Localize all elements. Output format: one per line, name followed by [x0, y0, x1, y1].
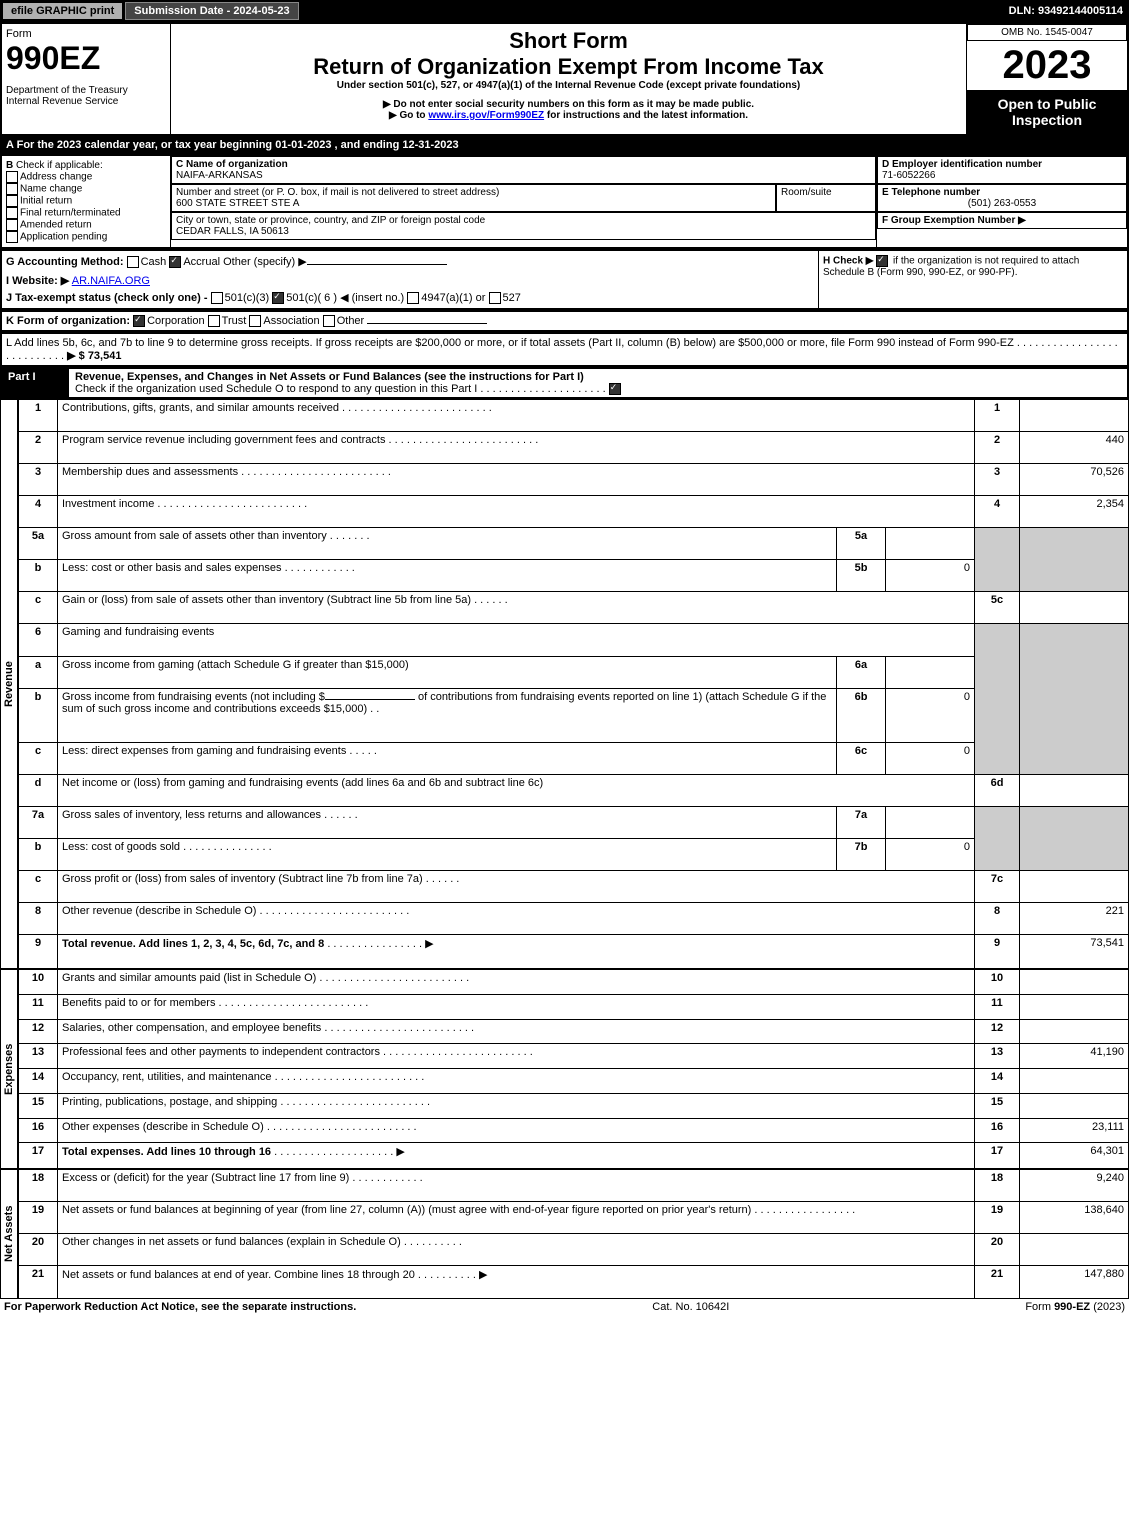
- l-row: L Add lines 5b, 6c, and 7b to line 9 to …: [0, 332, 1129, 367]
- i-label: I Website: ▶: [6, 275, 69, 287]
- opt-4947: 4947(a)(1) or: [421, 292, 485, 304]
- top-bar: efile GRAPHIC print Submission Date - 20…: [0, 0, 1129, 22]
- website-link[interactable]: AR.NAIFA.ORG: [72, 275, 150, 287]
- opt-501c: 501(c)( 6 ) ◀ (insert no.): [286, 292, 404, 304]
- chk-assoc[interactable]: [249, 315, 261, 327]
- irs-link[interactable]: www.irs.gov/Form990EZ: [428, 110, 544, 121]
- chk-527[interactable]: [489, 292, 501, 304]
- part1-header: Part I Revenue, Expenses, and Changes in…: [0, 367, 1129, 399]
- gh-row: G Accounting Method: Cash Accrual Other …: [0, 249, 1129, 310]
- chk-4947[interactable]: [407, 292, 419, 304]
- org-city: CEDAR FALLS, IA 50613: [176, 226, 289, 237]
- f-label: F Group Exemption Number ▶: [882, 215, 1026, 226]
- footer-right: Form 990-EZ (2023): [1025, 1301, 1125, 1313]
- chk-initial[interactable]: [6, 195, 18, 207]
- opt-cash: Cash: [141, 256, 167, 268]
- dept-label: Department of the Treasury Internal Reve…: [6, 85, 166, 107]
- part1-sub: Check if the organization used Schedule …: [75, 383, 477, 395]
- opt-501c3: 501(c)(3): [225, 292, 270, 304]
- chk-501c3[interactable]: [211, 292, 223, 304]
- form-code: 990EZ: [6, 40, 166, 77]
- opt-final: Final return/terminated: [20, 208, 121, 219]
- opt-527: 527: [503, 292, 521, 304]
- chk-amended[interactable]: [6, 219, 18, 231]
- b-label: Check if applicable:: [16, 160, 103, 171]
- submission-date: Submission Date - 2024-05-23: [125, 2, 298, 20]
- c-label: C Name of organization: [176, 159, 288, 170]
- form-subtitle: Under section 501(c), 527, or 4947(a)(1)…: [175, 80, 962, 91]
- org-name: NAIFA-ARKANSAS: [176, 170, 263, 181]
- chk-pending[interactable]: [6, 231, 18, 243]
- footer-left: For Paperwork Reduction Act Notice, see …: [4, 1301, 356, 1313]
- form-title: Return of Organization Exempt From Incom…: [175, 54, 962, 80]
- phone: (501) 263-0553: [882, 198, 1122, 209]
- l-text: L Add lines 5b, 6c, and 7b to line 9 to …: [6, 337, 1014, 349]
- short-form: Short Form: [175, 28, 962, 54]
- opt-other: Other (specify) ▶: [223, 256, 307, 268]
- chk-address[interactable]: [6, 171, 18, 183]
- g-label: G Accounting Method:: [6, 256, 124, 268]
- chk-h[interactable]: [876, 255, 888, 267]
- omb: OMB No. 1545-0047: [967, 24, 1127, 41]
- chk-accrual[interactable]: [169, 256, 181, 268]
- revenue-section: Revenue: [0, 399, 18, 969]
- part1-tag: Part I: [2, 369, 69, 397]
- opt-pending: Application pending: [20, 232, 107, 243]
- chk-cash[interactable]: [127, 256, 139, 268]
- d-label: D Employer identification number: [882, 159, 1042, 170]
- chk-other-org[interactable]: [323, 315, 335, 327]
- opt-accrual: Accrual: [183, 256, 220, 268]
- j-label: J Tax-exempt status (check only one) -: [6, 292, 208, 304]
- city-label: City or town, state or province, country…: [176, 215, 485, 226]
- addr-label: Number and street (or P. O. box, if mail…: [176, 187, 499, 198]
- chk-part1-o[interactable]: [609, 383, 621, 395]
- opt-trust: Trust: [222, 315, 247, 327]
- e-label: E Telephone number: [882, 187, 980, 198]
- open-to-public: Open to Public Inspection: [967, 90, 1127, 134]
- footer: For Paperwork Reduction Act Notice, see …: [0, 1299, 1129, 1315]
- line-a: A For the 2023 calendar year, or tax yea…: [0, 136, 1129, 154]
- dln: DLN: 93492144005114: [1009, 5, 1129, 17]
- room-suite: Room/suite: [776, 184, 876, 212]
- expenses-section: Expenses: [0, 969, 18, 1169]
- netassets-section: Net Assets: [0, 1169, 18, 1299]
- form-label: Form: [6, 28, 166, 40]
- k-label: K Form of organization:: [6, 315, 130, 327]
- opt-name: Name change: [20, 184, 82, 195]
- chk-final[interactable]: [6, 207, 18, 219]
- entity-block: B Check if applicable: Address change Na…: [0, 154, 1129, 249]
- footer-mid: Cat. No. 10642I: [652, 1301, 729, 1313]
- ein: 71-6052266: [882, 170, 935, 181]
- opt-assoc: Association: [263, 315, 319, 327]
- opt-address: Address change: [20, 172, 92, 183]
- form-warn: ▶ Do not enter social security numbers o…: [175, 99, 962, 110]
- form-header: Form 990EZ Department of the Treasury In…: [0, 22, 1129, 136]
- h-label: H Check ▶: [823, 256, 873, 267]
- chk-trust[interactable]: [208, 315, 220, 327]
- org-addr: 600 STATE STREET STE A: [176, 198, 299, 209]
- tax-year: 2023: [967, 41, 1127, 90]
- opt-amended: Amended return: [20, 220, 92, 231]
- opt-other-org: Other: [337, 315, 365, 327]
- k-row: K Form of organization: Corporation Trus…: [0, 310, 1129, 332]
- l-amt: ▶ $ 73,541: [67, 350, 121, 362]
- chk-corp[interactable]: [133, 315, 145, 327]
- chk-name[interactable]: [6, 183, 18, 195]
- lines-table: 1Contributions, gifts, grants, and simil…: [18, 399, 1129, 969]
- form-goto: ▶ Go to www.irs.gov/Form990EZ for instru…: [175, 110, 962, 121]
- chk-501c[interactable]: [272, 292, 284, 304]
- efile-print-button[interactable]: efile GRAPHIC print: [2, 2, 123, 20]
- part1-title: Revenue, Expenses, and Changes in Net As…: [75, 371, 1121, 383]
- opt-corp: Corporation: [147, 315, 204, 327]
- opt-initial: Initial return: [20, 196, 72, 207]
